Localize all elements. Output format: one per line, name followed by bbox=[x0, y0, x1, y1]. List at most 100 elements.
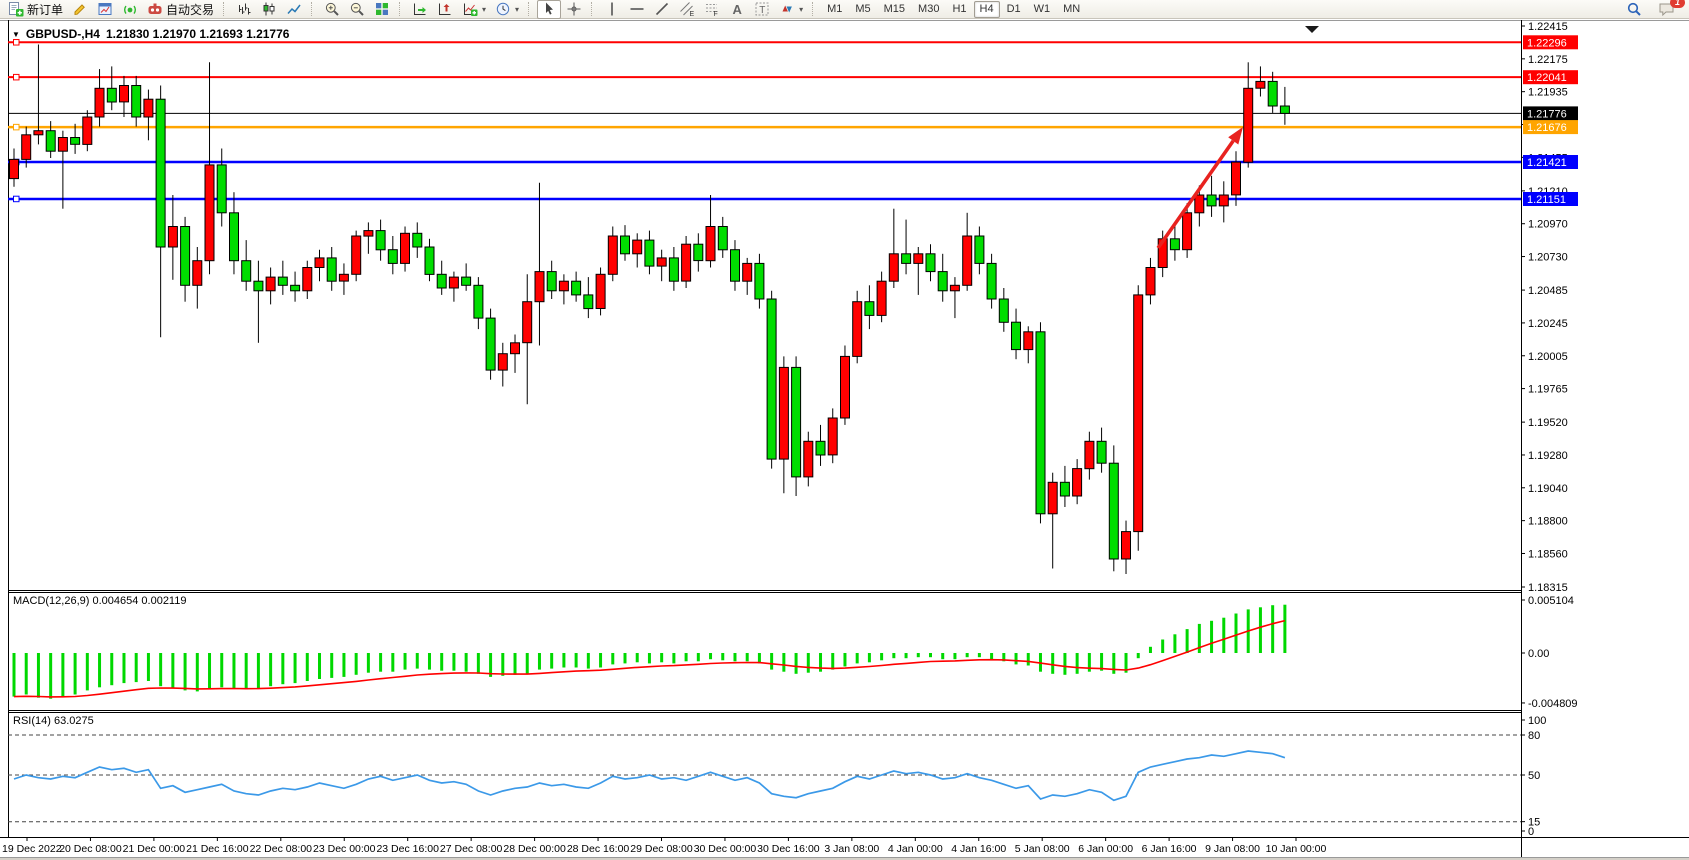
indicators-button[interactable]: ▾ bbox=[458, 0, 490, 19]
crosshair-button[interactable] bbox=[562, 0, 586, 19]
svg-text:1.20485: 1.20485 bbox=[1528, 285, 1568, 297]
autotrading-button-label: 自动交易 bbox=[166, 2, 215, 17]
svg-text:28 Dec 16:00: 28 Dec 16:00 bbox=[567, 843, 630, 855]
timeframe-m15-button[interactable]: M15 bbox=[883, 2, 906, 15]
search-icon-glyph bbox=[1627, 2, 1641, 16]
price-badge-1.22296: 1.22296 bbox=[1523, 35, 1578, 50]
vline-icon bbox=[611, 2, 613, 16]
autotrading-icon bbox=[148, 3, 162, 14]
line-chart-button[interactable] bbox=[282, 0, 306, 19]
trendline-icon bbox=[655, 2, 669, 16]
zoom-in-icon bbox=[325, 2, 339, 16]
signals-button[interactable] bbox=[118, 0, 142, 19]
svg-text:1.20005: 1.20005 bbox=[1528, 351, 1568, 363]
chart-title: ▼ GBPUSD-,H4 1.21830 1.21970 1.21693 1.2… bbox=[12, 27, 289, 41]
hline-1.21151[interactable] bbox=[8, 195, 1521, 203]
equidistant-channel-button[interactable]: E bbox=[675, 0, 699, 19]
svg-text:1.22296: 1.22296 bbox=[1527, 37, 1567, 49]
svg-text:20 Dec 08:00: 20 Dec 08:00 bbox=[59, 843, 122, 855]
svg-text:30 Dec 00:00: 30 Dec 00:00 bbox=[694, 843, 757, 855]
text-label-button[interactable]: T bbox=[750, 0, 774, 19]
svg-text:80: 80 bbox=[1528, 730, 1540, 742]
trendline-button[interactable] bbox=[650, 0, 674, 19]
hline-1.22296[interactable] bbox=[8, 39, 1521, 46]
new-order-button[interactable]: 新订单 bbox=[4, 0, 67, 19]
autotrading-button[interactable]: 自动交易 bbox=[143, 0, 218, 19]
toolbar-button-groups: 新订单 自动交易 ▾ ▾ E F A T ▾ M1 M5 M15 M30 H1 H4 D1 W1 MN bbox=[4, 0, 1086, 19]
signals-icon bbox=[124, 5, 137, 14]
search-icon[interactable] bbox=[1622, 0, 1646, 19]
macd-indicator-label: MACD(12,26,9) 0.004654 0.002119 bbox=[13, 595, 187, 607]
svg-text:1.21676: 1.21676 bbox=[1527, 122, 1567, 134]
chart-shift-button[interactable] bbox=[433, 0, 457, 19]
zoom-in-button[interactable] bbox=[320, 0, 344, 19]
toolbar-separator bbox=[399, 2, 403, 16]
dropdown-caret-icon: ▾ bbox=[799, 4, 804, 14]
main-toolbar: 新订单 自动交易 ▾ ▾ E F A T ▾ M1 M5 M15 M30 H1 H4 D1 W1 MN 1 bbox=[0, 0, 1689, 19]
timeframe-h1-button[interactable]: H1 bbox=[952, 2, 967, 15]
timeframe-m1-button[interactable]: M1 bbox=[827, 2, 843, 15]
trend-arrow-annotation[interactable] bbox=[1156, 127, 1243, 250]
zoom-out-button[interactable] bbox=[345, 0, 369, 19]
svg-text:15: 15 bbox=[1528, 817, 1540, 829]
hline-1.21676[interactable] bbox=[8, 123, 1521, 131]
market-watch-button[interactable] bbox=[93, 0, 117, 19]
svg-text:3 Jan 08:00: 3 Jan 08:00 bbox=[824, 843, 879, 855]
candle-chart-icon bbox=[263, 2, 275, 16]
timeframe-mn-button[interactable]: MN bbox=[1063, 2, 1081, 15]
svg-text:1.20245: 1.20245 bbox=[1528, 318, 1568, 330]
auto-scroll-button[interactable] bbox=[408, 0, 432, 19]
timeframe-w1-button[interactable]: W1 bbox=[1033, 2, 1051, 15]
cursor-button[interactable] bbox=[537, 0, 562, 19]
metaeditor-button[interactable] bbox=[68, 0, 92, 19]
macd-signal-line bbox=[13, 619, 1286, 698]
svg-text:1.19280: 1.19280 bbox=[1528, 450, 1568, 462]
hline-1.22041[interactable] bbox=[8, 73, 1521, 81]
channel-icon: E bbox=[680, 2, 695, 17]
price-badge-1.21421: 1.21421 bbox=[1523, 155, 1578, 169]
svg-text:1.21421: 1.21421 bbox=[1527, 157, 1567, 169]
svg-text:50: 50 bbox=[1528, 770, 1540, 782]
rsi-indicator-label: RSI(14) 63.0275 bbox=[13, 715, 94, 727]
svg-text:1.19040: 1.19040 bbox=[1528, 483, 1568, 495]
svg-text:27 Dec 08:00: 27 Dec 08:00 bbox=[440, 843, 503, 855]
svg-text:1.19520: 1.19520 bbox=[1528, 417, 1568, 429]
horizontal-line-button[interactable] bbox=[625, 0, 649, 19]
vertical-line-button[interactable] bbox=[600, 0, 624, 19]
zoom-out-icon bbox=[350, 2, 364, 16]
price-badge-1.21776: 1.21776 bbox=[1523, 106, 1578, 120]
tile-windows-icon bbox=[376, 3, 389, 15]
timeframe-m5-button[interactable]: M5 bbox=[855, 2, 871, 15]
svg-text:28 Dec 00:00: 28 Dec 00:00 bbox=[503, 843, 566, 855]
timeframe-m30-button[interactable]: M30 bbox=[918, 2, 940, 15]
symbol-menu-caret-icon[interactable]: ▼ bbox=[12, 29, 20, 39]
toolbar-separator bbox=[812, 2, 816, 16]
text-button[interactable]: A bbox=[725, 0, 749, 19]
chart-shift-marker-icon[interactable] bbox=[1305, 26, 1319, 33]
new-order-icon bbox=[9, 2, 24, 17]
timeframe-d1-button[interactable]: D1 bbox=[1006, 2, 1021, 15]
symbol-period-label: GBPUSD-,H4 bbox=[25, 27, 100, 41]
svg-text:1.21776: 1.21776 bbox=[1527, 108, 1567, 120]
timeframe-h4-button[interactable]: H4 bbox=[973, 0, 1000, 18]
svg-text:1.18560: 1.18560 bbox=[1528, 548, 1568, 560]
macd-axis[interactable]: 0.005104 0.00 -0.004809 bbox=[1521, 595, 1578, 710]
candlestick-chart-button[interactable] bbox=[257, 0, 281, 19]
svg-text:100: 100 bbox=[1528, 715, 1546, 727]
bar-chart-button[interactable] bbox=[232, 0, 256, 19]
rsi-axis[interactable]: 100 80 50 150 bbox=[1521, 715, 1546, 838]
notifications-button[interactable]: 1 bbox=[1654, 0, 1685, 19]
periods-button[interactable]: ▾ bbox=[491, 0, 523, 19]
arrows-button[interactable]: ▾ bbox=[775, 0, 807, 19]
dropdown-caret-icon: ▾ bbox=[515, 4, 520, 14]
fibonacci-button[interactable]: F bbox=[700, 0, 724, 19]
tile-windows-button[interactable] bbox=[370, 0, 394, 19]
svg-text:6 Jan 16:00: 6 Jan 16:00 bbox=[1142, 843, 1197, 855]
svg-text:1.21151: 1.21151 bbox=[1527, 194, 1566, 206]
notification-badge: 1 bbox=[1670, 0, 1685, 8]
svg-text:21 Dec 16:00: 21 Dec 16:00 bbox=[186, 843, 249, 855]
svg-text:T: T bbox=[759, 5, 765, 16]
price-badge-1.21676: 1.21676 bbox=[1523, 120, 1578, 134]
